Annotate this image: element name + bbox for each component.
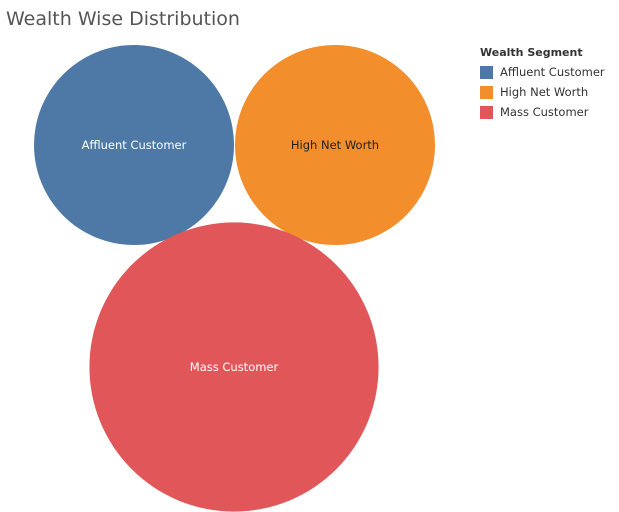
bubble-mass-customer[interactable] xyxy=(89,222,379,512)
legend: Wealth Segment Affluent Customer High Ne… xyxy=(480,46,605,122)
legend-title: Wealth Segment xyxy=(480,46,583,59)
bubble-affluent-customer[interactable] xyxy=(34,45,234,245)
legend-item-high-net-worth[interactable]: High Net Worth xyxy=(480,82,605,102)
bubble-label-high-net-worth: High Net Worth xyxy=(291,138,379,152)
bubble-label-affluent-customer: Affluent Customer xyxy=(82,138,187,152)
bubble-chart: Affluent Customer High Net Worth Mass Cust… xyxy=(34,45,435,512)
bubble-high-net-worth[interactable] xyxy=(235,45,435,245)
bubble-label-mass-customer: Mass Customer xyxy=(190,360,279,374)
legend-swatch xyxy=(480,65,493,79)
legend-label: High Net Worth xyxy=(500,85,589,99)
legend-swatch xyxy=(480,85,493,99)
legend-swatch xyxy=(480,105,493,119)
legend-item-affluent-customer[interactable]: Affluent Customer xyxy=(480,62,605,82)
legend-label: Affluent Customer xyxy=(500,65,605,79)
chart-title: Wealth Wise Distribution xyxy=(6,8,240,30)
legend-label: Mass Customer xyxy=(500,105,589,119)
legend-item-mass-customer[interactable]: Mass Customer xyxy=(480,102,605,122)
